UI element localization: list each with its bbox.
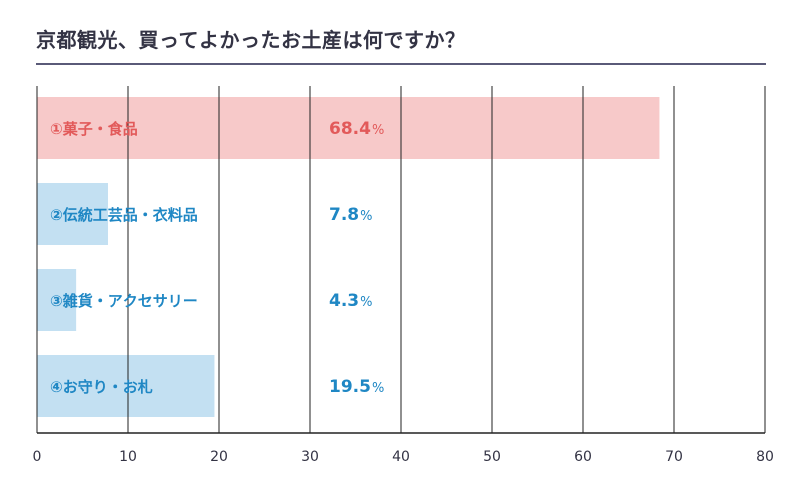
x-tick-label-80: 80 bbox=[756, 449, 774, 465]
x-tick-label-30: 30 bbox=[301, 449, 319, 465]
value-percent-sign-2: % bbox=[360, 209, 372, 224]
value-number-3: 4.3 bbox=[329, 291, 359, 311]
bars-layer bbox=[37, 97, 660, 417]
x-tick-label-50: 50 bbox=[483, 449, 501, 465]
value-percent-sign-4: % bbox=[372, 381, 384, 396]
value-label-1: 68.4% bbox=[329, 119, 384, 139]
bar-2 bbox=[37, 183, 108, 245]
title-underline bbox=[36, 63, 766, 65]
grid-layer bbox=[36, 86, 766, 434]
x-tick-label-0: 0 bbox=[33, 449, 42, 465]
category-label-3: ③雑貨・アクセサリー bbox=[50, 292, 198, 310]
category-label-1: ①菓子・食品 bbox=[50, 120, 138, 138]
bar-1 bbox=[37, 97, 660, 159]
x-tick-label-70: 70 bbox=[665, 449, 683, 465]
x-tick-label-40: 40 bbox=[392, 449, 410, 465]
value-number-2: 7.8 bbox=[329, 205, 359, 225]
value-label-2: 7.8% bbox=[329, 205, 372, 225]
value-number-1: 68.4 bbox=[329, 119, 371, 139]
value-number-4: 19.5 bbox=[329, 377, 371, 397]
bar-3 bbox=[37, 269, 77, 331]
bar-4 bbox=[37, 355, 215, 417]
labels-layer: ①菓子・食品 68.4% ②伝統工芸品・衣料品 7.8% ③雑貨・アクセサリー 4.3% ④… bbox=[50, 119, 384, 397]
category-label-2: ②伝統工芸品・衣料品 bbox=[50, 206, 198, 224]
chart-title: 京都観光、買ってよかったお土産は何ですか？ bbox=[36, 28, 466, 52]
x-axis-ticks: 0 10 20 30 40 50 60 70 80 bbox=[33, 449, 774, 465]
value-percent-sign-1: % bbox=[372, 123, 384, 138]
x-tick-label-60: 60 bbox=[574, 449, 592, 465]
value-percent-sign-3: % bbox=[360, 295, 372, 310]
x-tick-label-20: 20 bbox=[210, 449, 228, 465]
value-label-4: 19.5% bbox=[329, 377, 384, 397]
value-label-3: 4.3% bbox=[329, 291, 372, 311]
category-label-4: ④お守り・お札 bbox=[50, 378, 153, 396]
x-tick-label-10: 10 bbox=[119, 449, 137, 465]
